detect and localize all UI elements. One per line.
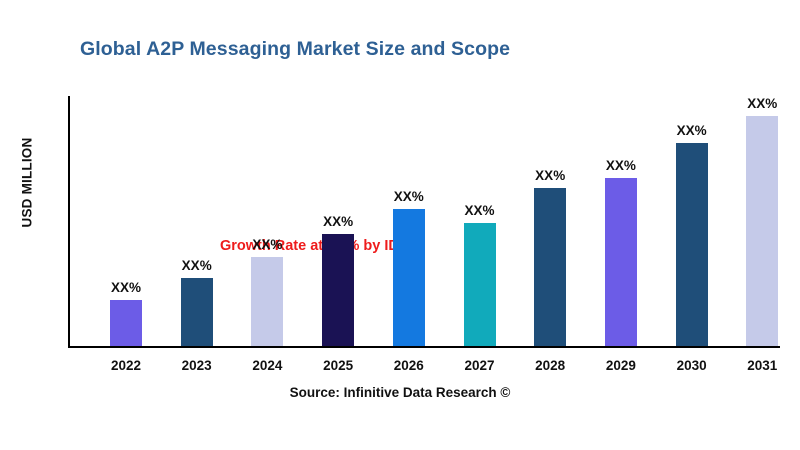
x-axis-line xyxy=(68,346,780,348)
chart-title: Global A2P Messaging Market Size and Sco… xyxy=(80,38,511,60)
x-tick-2029: 2029 xyxy=(605,358,636,373)
bar-2030 xyxy=(675,143,708,347)
x-tick-2027: 2027 xyxy=(464,358,495,373)
x-tick-2022: 2022 xyxy=(110,358,142,373)
x-tick-2028: 2028 xyxy=(535,358,566,373)
plot-area: Growth Rate at XX% by IDR XX% XX% XX% XX% XX… xyxy=(68,96,780,348)
bar-2024 xyxy=(251,257,284,347)
bar-value-label-2028: XX% xyxy=(535,168,566,184)
bar-value-label-2023: XX% xyxy=(181,258,212,274)
x-tick-2026: 2026 xyxy=(393,358,424,373)
y-axis-line xyxy=(68,96,70,348)
bar-2022 xyxy=(110,300,142,347)
bar-2028 xyxy=(534,188,567,347)
x-tick-2031: 2031 xyxy=(747,358,778,373)
x-tick-2024: 2024 xyxy=(252,358,283,373)
bar-value-label-2024: XX% xyxy=(252,237,283,253)
bar-2031 xyxy=(746,116,779,347)
x-tick-2030: 2030 xyxy=(676,358,707,373)
bar-value-label-2029: XX% xyxy=(605,158,636,174)
growth-rate-annotation: Growth Rate at XX% by IDR xyxy=(220,238,410,254)
bar-value-label-2031: XX% xyxy=(747,96,778,112)
bar-value-label-2025: XX% xyxy=(323,214,354,230)
bar-value-label-2022: XX% xyxy=(110,280,142,296)
bar-2027 xyxy=(463,223,496,347)
bar-value-label-2030: XX% xyxy=(676,123,707,139)
y-axis-label: USD MILLION xyxy=(19,137,35,228)
bar-2025 xyxy=(322,234,355,347)
bar-value-label-2027: XX% xyxy=(464,203,495,219)
bar-value-label-2026: XX% xyxy=(393,189,424,205)
bar-2023 xyxy=(180,278,213,347)
bar-2029 xyxy=(604,178,637,347)
source-caption: Source: Infinitive Data Research © xyxy=(289,385,511,400)
bar-2026 xyxy=(392,209,425,347)
x-tick-2023: 2023 xyxy=(181,358,212,373)
x-tick-2025: 2025 xyxy=(323,358,354,373)
